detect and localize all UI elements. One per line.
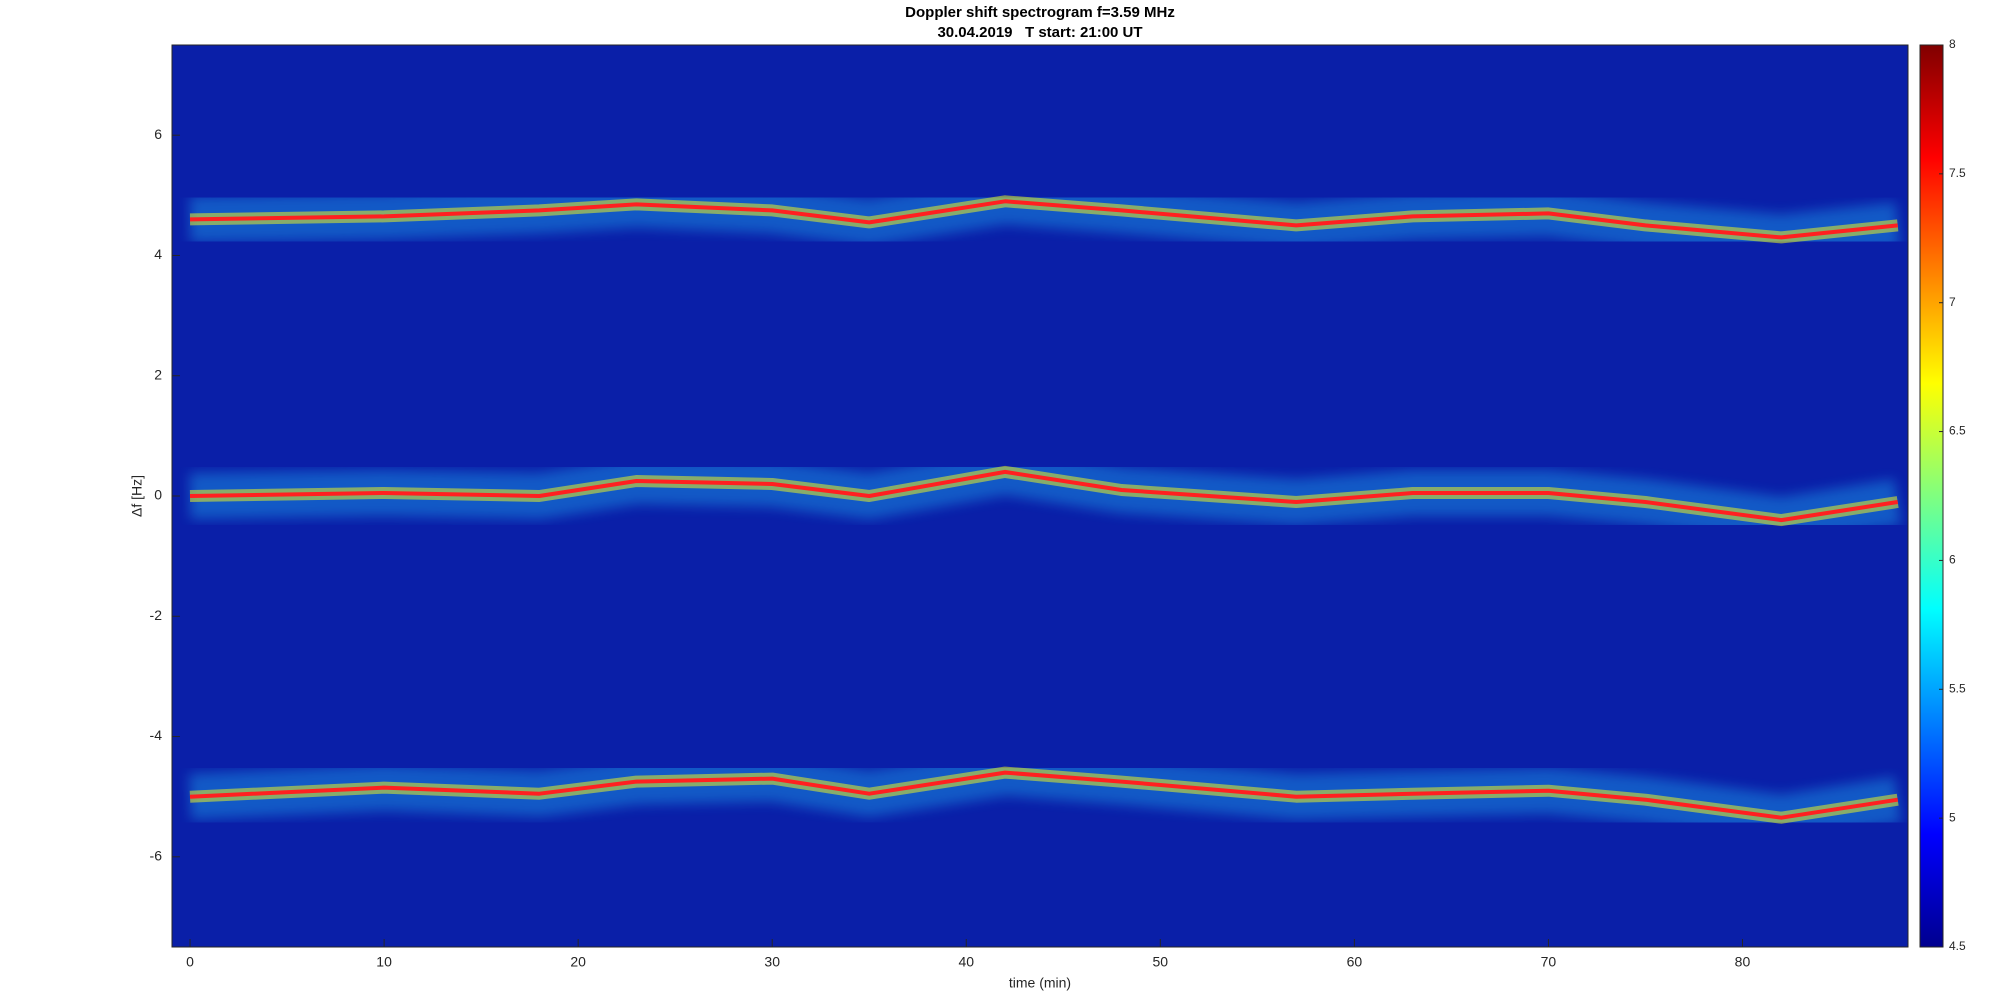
x-tick-label: 70 bbox=[1541, 954, 1557, 970]
x-tick-label: 80 bbox=[1735, 954, 1751, 970]
colorbar-tick-label: 5.5 bbox=[1949, 681, 1966, 695]
x-tick-label: 40 bbox=[958, 954, 974, 970]
x-tick-label: 20 bbox=[570, 954, 586, 970]
colorbar-tick-label: 6.5 bbox=[1949, 424, 1966, 438]
colorbar-tick-label: 6 bbox=[1949, 553, 1956, 567]
colorbar-tick-label: 5 bbox=[1949, 810, 1956, 824]
y-tick-label: 6 bbox=[154, 126, 162, 142]
trace bbox=[189, 469, 1899, 523]
y-tick-label: 4 bbox=[154, 246, 162, 262]
x-tick-label: 30 bbox=[764, 954, 780, 970]
y-tick-label: -2 bbox=[150, 607, 163, 623]
x-tick-label: 10 bbox=[376, 954, 392, 970]
y-tick-label: -4 bbox=[150, 727, 163, 743]
chart-subtitle: 30.04.2019 T start: 21:00 UT bbox=[937, 24, 1142, 41]
colorbar-tick-label: 7 bbox=[1949, 295, 1956, 309]
x-tick-label: 50 bbox=[1153, 954, 1169, 970]
colorbar-tick-label: 4.5 bbox=[1949, 939, 1966, 953]
trace bbox=[189, 199, 1898, 240]
y-tick-label: -6 bbox=[150, 848, 163, 864]
colorbar-tick-label: 7.5 bbox=[1949, 166, 1966, 180]
plot-area bbox=[188, 178, 1902, 841]
y-tick-label: 2 bbox=[154, 366, 162, 382]
y-axis-label: Δf [Hz] bbox=[129, 475, 145, 517]
x-tick-label: 0 bbox=[186, 954, 194, 970]
chart-title: Doppler shift spectrogram f=3.59 MHz bbox=[905, 4, 1175, 21]
trace bbox=[189, 770, 1899, 820]
x-tick-label: 60 bbox=[1347, 954, 1363, 970]
colorbar bbox=[1919, 44, 1944, 948]
x-axis-label: time (min) bbox=[1009, 975, 1071, 991]
y-tick-label: 0 bbox=[154, 487, 162, 503]
colorbar-tick-label: 8 bbox=[1949, 37, 1956, 51]
